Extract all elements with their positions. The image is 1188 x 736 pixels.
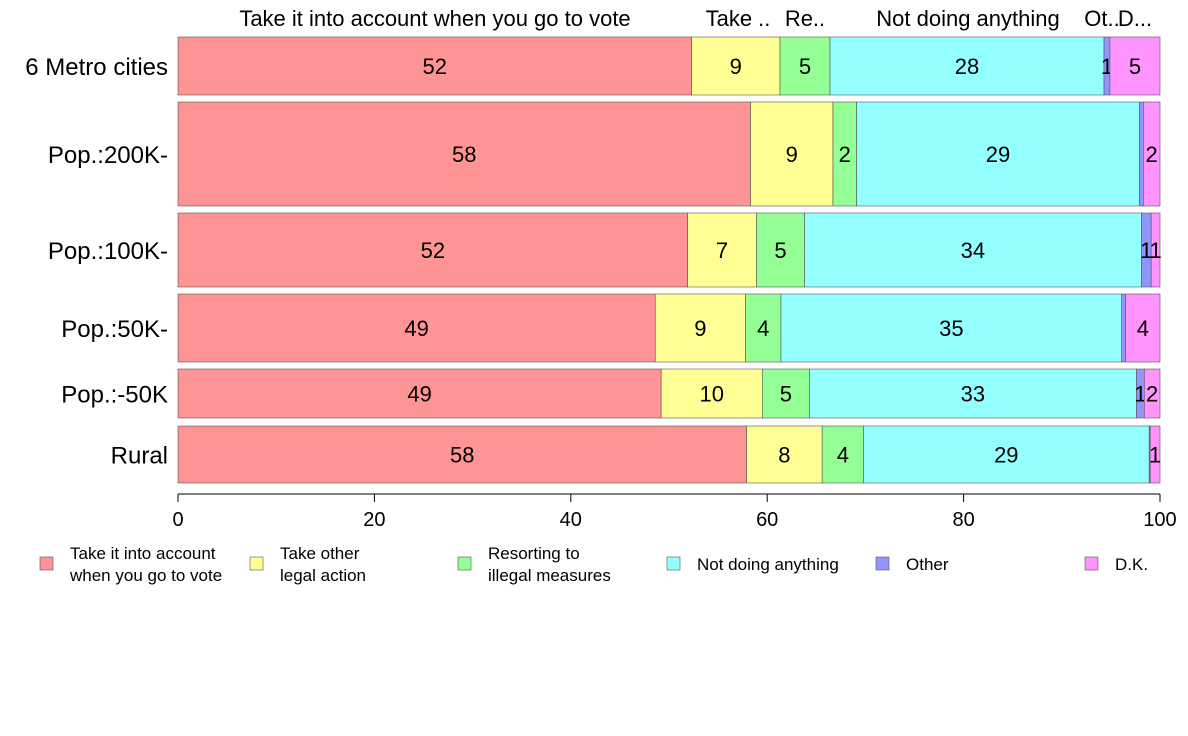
data-label: 52 <box>423 54 447 79</box>
bar-segment <box>1143 101 1161 207</box>
data-label: 1 <box>1149 443 1161 468</box>
column-header-label: D... <box>1118 6 1152 31</box>
data-label: 2 <box>839 142 851 167</box>
legend-label: Take other <box>280 544 360 563</box>
data-label: 58 <box>452 142 476 167</box>
legend-label: Resorting to <box>488 544 580 563</box>
bar-segment <box>660 368 763 419</box>
bar-segment <box>809 368 1137 419</box>
data-label: 52 <box>421 238 445 263</box>
data-label: 2 <box>1146 382 1158 407</box>
x-tick-label: 100 <box>1143 509 1176 531</box>
legend-label: D.K. <box>1115 555 1148 574</box>
bar-segment <box>1139 101 1144 207</box>
category-label: Pop.:-50K <box>61 382 168 409</box>
bar-segment <box>761 368 810 419</box>
bar-segment <box>1109 36 1161 96</box>
bar-segment <box>1121 293 1126 363</box>
bar-segment <box>863 425 1150 484</box>
legend-label: Other <box>906 555 949 574</box>
x-tick-label: 60 <box>756 509 778 531</box>
x-tick-label: 20 <box>363 509 385 531</box>
data-label: 33 <box>961 382 985 407</box>
legend-label: illegal measures <box>488 566 611 585</box>
data-label: 29 <box>994 443 1018 468</box>
data-label: 7 <box>716 238 728 263</box>
data-label: 9 <box>786 142 798 167</box>
column-header-label: Take it into account when you go to vote <box>239 6 630 31</box>
x-tick-label: 80 <box>952 509 974 531</box>
data-label: 5 <box>774 238 786 263</box>
category-label: Pop.:100K- <box>48 238 168 265</box>
legend-label: legal action <box>280 566 366 585</box>
column-header-label: Take .. <box>706 6 771 31</box>
data-label: 1 <box>1140 238 1152 263</box>
bar-segment <box>177 368 662 419</box>
category-label: 6 Metro cities <box>25 54 168 81</box>
data-label: 35 <box>939 316 963 341</box>
data-label: 5 <box>1129 54 1141 79</box>
category-label: Pop.:50K- <box>61 316 168 343</box>
bar-segment <box>177 212 688 288</box>
data-label: 10 <box>699 382 723 407</box>
bar-segment <box>780 293 1123 363</box>
bar-segment <box>1149 425 1161 484</box>
data-label: 58 <box>450 443 474 468</box>
data-label: 8 <box>778 443 790 468</box>
data-label: 5 <box>780 382 792 407</box>
x-tick-label: 40 <box>560 509 582 531</box>
data-label: 4 <box>837 443 849 468</box>
data-label: 9 <box>694 316 706 341</box>
legend-swatch <box>39 556 54 571</box>
data-label: 1 <box>1134 382 1146 407</box>
column-header-label: Re.. <box>785 6 825 31</box>
bar-segment <box>177 101 751 207</box>
legend-label: when you go to vote <box>69 566 222 585</box>
legend-swatch <box>875 556 890 571</box>
legend-label: Take it into account <box>70 544 216 563</box>
bar-segment <box>745 293 782 363</box>
data-label: 28 <box>955 54 979 79</box>
legend-label: Not doing anything <box>697 555 839 574</box>
bar-segment <box>177 36 692 96</box>
bar-segment <box>750 101 834 207</box>
data-label: 49 <box>404 316 428 341</box>
bar-segment <box>779 36 831 96</box>
data-label: 34 <box>961 238 985 263</box>
data-label: 49 <box>407 382 431 407</box>
bar-segment <box>829 36 1105 96</box>
data-label: 1 <box>1149 238 1161 263</box>
data-label: 4 <box>757 316 769 341</box>
data-label: 5 <box>799 54 811 79</box>
data-label: 29 <box>986 142 1010 167</box>
bar-segment <box>1143 368 1161 419</box>
data-label: 2 <box>1146 142 1158 167</box>
bar-segment <box>177 293 656 363</box>
legend-swatch <box>666 556 681 571</box>
data-label: 9 <box>730 54 742 79</box>
category-label: Pop.:200K- <box>48 142 168 169</box>
bar-segment <box>856 101 1140 207</box>
x-tick-label: 0 <box>172 509 183 531</box>
bar-segment <box>687 212 757 288</box>
bar-segment <box>1125 293 1161 363</box>
bar-segment <box>804 212 1142 288</box>
bar-segment <box>691 36 781 96</box>
legend-swatch <box>457 556 472 571</box>
legend-swatch <box>1084 556 1099 571</box>
bar-segment <box>654 293 746 363</box>
bar-segment <box>821 425 864 484</box>
category-label: Rural <box>111 443 168 470</box>
bar-segment <box>177 425 747 484</box>
legend-swatch <box>249 556 264 571</box>
data-label: 4 <box>1137 316 1149 341</box>
column-header-label: Not doing anything <box>876 6 1059 31</box>
column-header-label: Ot.. <box>1084 6 1119 31</box>
bar-segment <box>1150 212 1161 288</box>
